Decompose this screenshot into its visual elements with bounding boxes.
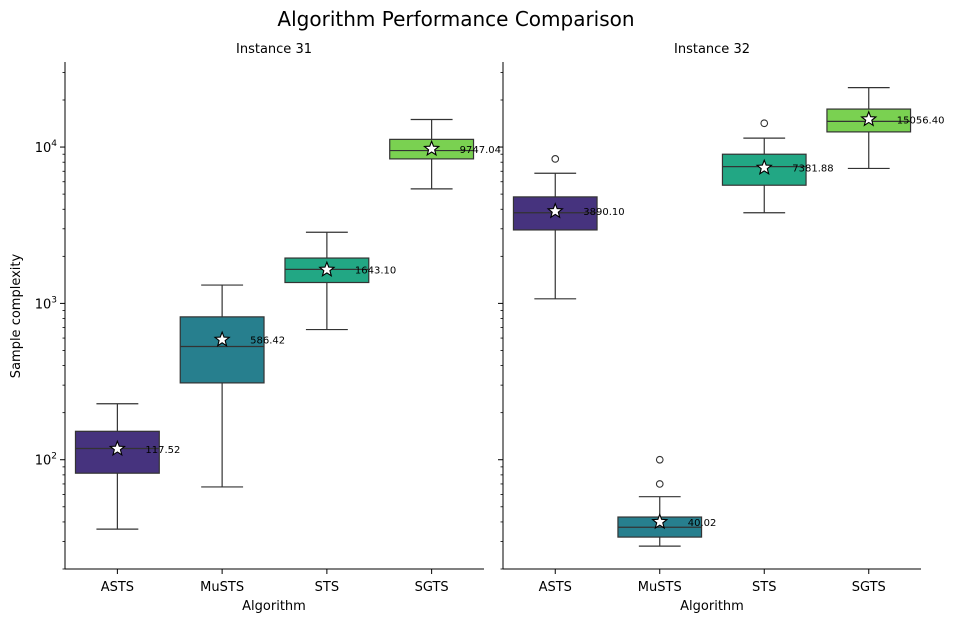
x-axis-label: Algorithm	[680, 599, 744, 614]
mean-marker	[860, 110, 878, 127]
mean-marker	[651, 512, 669, 530]
x-tick-label: SGTS	[852, 580, 886, 595]
y-tick-label: 103	[35, 295, 57, 312]
mean-marker	[108, 439, 126, 457]
mean-label: 3890.10	[583, 207, 624, 218]
mean-marker	[423, 139, 441, 157]
x-tick-label: ASTS	[101, 580, 134, 595]
box-sgts: 9747.04	[389, 118, 501, 190]
x-tick-label: MuSTS	[200, 580, 244, 595]
x-axis-label: Algorithm	[242, 599, 306, 614]
y-axis-label: Sample complexity	[9, 254, 24, 379]
panel-title: Instance 31	[236, 42, 312, 57]
box-musts: 586.42	[179, 284, 285, 488]
y-tick-label: 104	[35, 139, 58, 156]
mean-label: 586.42	[250, 336, 285, 347]
box-sgts: 15056.40	[826, 87, 945, 170]
box-body	[179, 316, 265, 384]
panel-instance-31: Instance 31 102 103 104 117.52 ASTS 586.42 MuS…	[35, 42, 501, 595]
mean-marker	[755, 158, 773, 175]
box-asts: 117.52	[74, 403, 180, 530]
mean-label: 117.52	[145, 445, 180, 456]
mean-label: 1643.10	[355, 266, 396, 277]
y-tick-label: 102	[35, 452, 57, 469]
box-sts: 7381.88	[721, 119, 834, 214]
mean-marker	[546, 202, 564, 219]
x-tick-label: STS	[752, 580, 776, 595]
x-tick-label: STS	[315, 580, 339, 595]
box-musts: 40.02	[617, 455, 717, 547]
mean-label: 40.02	[688, 518, 717, 529]
mean-label: 15056.40	[897, 115, 945, 126]
outlier-point	[551, 155, 560, 163]
mean-marker	[318, 260, 336, 277]
x-tick-label: ASTS	[539, 580, 572, 595]
outlier-point	[655, 480, 664, 488]
mean-marker	[213, 330, 231, 347]
panel-title: Instance 32	[674, 42, 750, 57]
x-tick-label: SGTS	[415, 580, 449, 595]
outlier-point	[655, 455, 664, 464]
box-asts: 3890.10	[512, 155, 625, 300]
x-tick-label: MuSTS	[638, 580, 682, 595]
mean-label: 9747.04	[460, 145, 501, 156]
panel-instance-32: Instance 32 3890.10 ASTS 40.02 MuSTS 7381.88…	[498, 42, 944, 595]
mean-label: 7381.88	[792, 164, 833, 175]
figure-title: Algorithm Performance Comparison	[277, 7, 634, 31]
outlier-point	[760, 119, 769, 128]
box-sts: 1643.10	[284, 231, 396, 331]
